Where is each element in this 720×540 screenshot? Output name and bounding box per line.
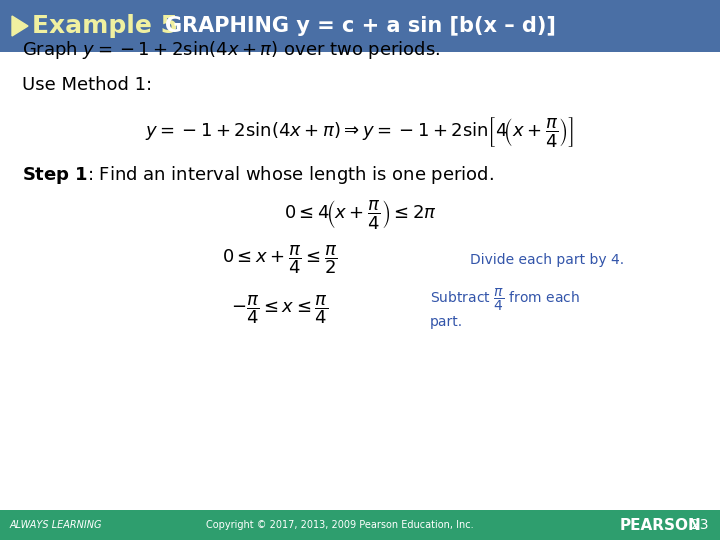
Text: Divide each part by 4.: Divide each part by 4. (470, 253, 624, 267)
Bar (0, 0, 720, 52)
Text: Subtract $\dfrac{\pi}{4}$ from each: Subtract $\dfrac{\pi}{4}$ from each (430, 287, 580, 313)
Bar (0, 510, 720, 540)
Text: $0 \leq 4\!\left(x + \dfrac{\pi}{4}\right) \leq 2\pi$: $0 \leq 4\!\left(x + \dfrac{\pi}{4}\righ… (284, 199, 436, 232)
Text: Copyright © 2017, 2013, 2009 Pearson Education, Inc.: Copyright © 2017, 2013, 2009 Pearson Edu… (206, 520, 474, 530)
Text: 23: 23 (691, 518, 708, 532)
Text: Graph $y = -1 + 2\sin(4x + \pi)$ over two periods.: Graph $y = -1 + 2\sin(4x + \pi)$ over tw… (22, 39, 440, 61)
Polygon shape (12, 16, 28, 36)
Text: $0 \leq x + \dfrac{\pi}{4} \leq \dfrac{\pi}{2}$: $0 \leq x + \dfrac{\pi}{4} \leq \dfrac{\… (222, 244, 338, 276)
Text: PEARSON: PEARSON (620, 517, 702, 532)
Text: $-\dfrac{\pi}{4} \leq x \leq \dfrac{\pi}{4}$: $-\dfrac{\pi}{4} \leq x \leq \dfrac{\pi}… (231, 294, 328, 326)
Text: part.: part. (430, 315, 463, 329)
Text: Example 5: Example 5 (32, 14, 178, 38)
Text: Use Method 1:: Use Method 1: (22, 76, 152, 94)
Text: $y = -1 + 2\sin(4x + \pi) \Rightarrow y = -1 + 2\sin\!\left[4\!\left(x + \dfrac{: $y = -1 + 2\sin(4x + \pi) \Rightarrow y … (145, 115, 575, 149)
Text: GRAPHING y = c + a sin [b(x – d)]: GRAPHING y = c + a sin [b(x – d)] (165, 16, 555, 36)
Text: ALWAYS LEARNING: ALWAYS LEARNING (10, 520, 102, 530)
Text: $\bf{Step\ 1}$: Find an interval whose length is one period.: $\bf{Step\ 1}$: Find an interval whose l… (22, 164, 494, 186)
